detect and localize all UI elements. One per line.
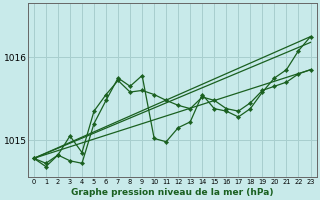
X-axis label: Graphe pression niveau de la mer (hPa): Graphe pression niveau de la mer (hPa) [71,188,274,197]
